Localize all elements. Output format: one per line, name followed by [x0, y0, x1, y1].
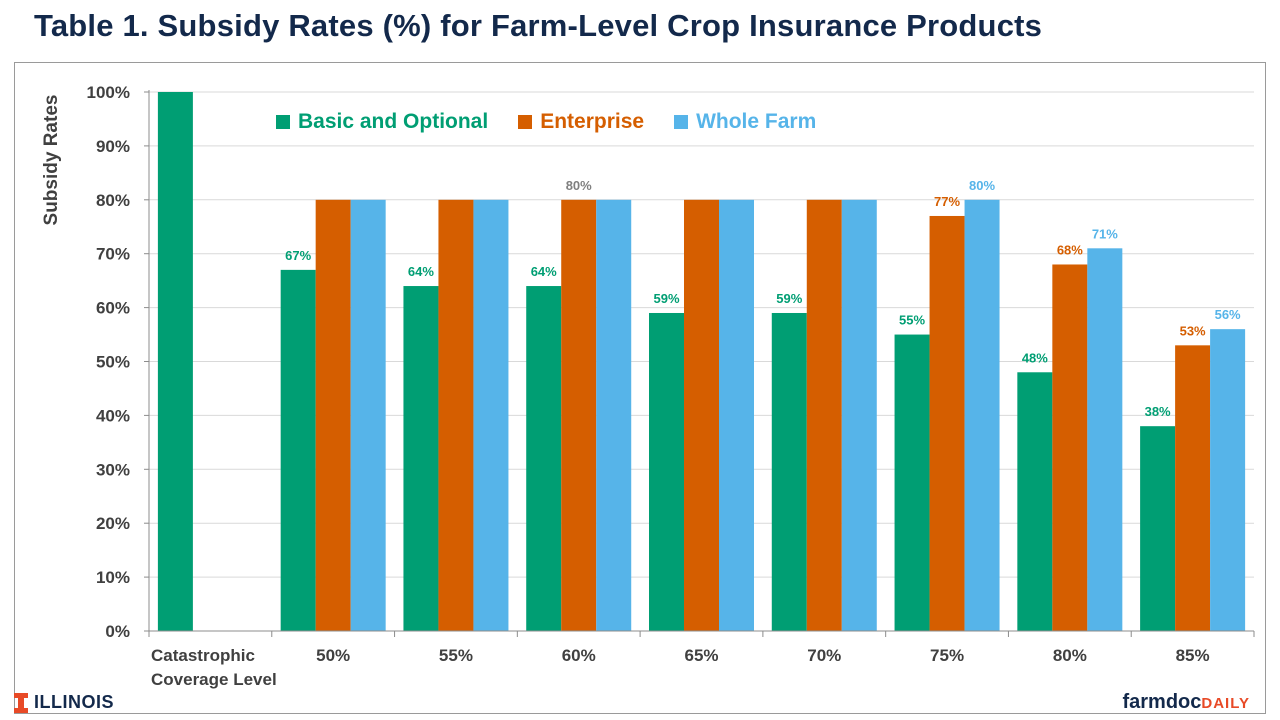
y-tick-label: 20% — [96, 514, 130, 533]
x-tick-label-line: 85% — [1176, 646, 1210, 665]
data-label: 48% — [1022, 350, 1048, 365]
bar — [1052, 264, 1088, 631]
bar — [806, 199, 842, 632]
bar — [1017, 372, 1053, 631]
x-tick-label-line: Catastrophic — [151, 646, 255, 665]
x-tick-label: 50% — [316, 646, 350, 665]
bar — [1087, 248, 1123, 631]
data-label: 67% — [285, 248, 311, 263]
bar — [929, 215, 965, 631]
bar — [596, 199, 632, 632]
x-tick-label: 85% — [1176, 646, 1210, 665]
x-tick-label: 70% — [807, 646, 841, 665]
data-label: 80% — [566, 178, 592, 193]
bar — [684, 199, 719, 632]
bar — [350, 199, 386, 632]
bar — [771, 312, 807, 631]
bar — [1175, 345, 1211, 631]
block-i-icon — [14, 692, 28, 713]
illinois-logo: ILLINOIS — [14, 692, 114, 713]
legend-swatch-enterprise — [518, 115, 533, 129]
data-label: 80% — [969, 178, 995, 193]
y-tick-label: 80% — [96, 191, 130, 210]
y-tick-label: 10% — [96, 568, 130, 587]
data-label: 64% — [408, 264, 434, 279]
bar — [719, 199, 754, 632]
y-tick-label: 30% — [96, 460, 130, 479]
data-label: 56% — [1215, 307, 1241, 322]
y-tick-label: 70% — [96, 245, 130, 264]
legend-label-enterprise: Enterprise — [540, 110, 645, 133]
x-tick-label-line: 75% — [930, 646, 964, 665]
illinois-wordmark: ILLINOIS — [34, 692, 114, 712]
x-tick-label-line: Coverage Level — [151, 670, 277, 689]
bar — [157, 92, 193, 631]
data-label: 38% — [1145, 404, 1171, 419]
y-axis-title: Subsidy Rates — [41, 94, 62, 226]
legend-swatch-basic — [276, 115, 290, 129]
bar — [473, 199, 509, 632]
bar — [561, 199, 597, 632]
x-tick-label: Catastrophic Coverage Level — [151, 646, 277, 689]
bar — [964, 199, 1000, 632]
x-tick-label-line: 55% — [439, 646, 473, 665]
bar — [1210, 329, 1246, 631]
x-tick-label: 65% — [684, 646, 718, 665]
x-tick-label: 75% — [930, 646, 964, 665]
legend-label-whole-farm: Whole Farm — [696, 110, 817, 133]
brand-daily: DAILY — [1201, 695, 1250, 712]
bar — [894, 334, 930, 631]
data-label: 59% — [776, 291, 802, 306]
bar — [280, 269, 316, 631]
x-tick-label-line: 70% — [807, 646, 841, 665]
x-tick-label-line: 60% — [562, 646, 596, 665]
data-label: 71% — [1092, 226, 1118, 241]
data-label: 53% — [1180, 323, 1206, 338]
legend: Basic and Optional Enterprise Whole Farm — [276, 109, 846, 135]
x-tick-label-line: 50% — [316, 646, 350, 665]
y-tick-label: 90% — [96, 137, 130, 156]
data-label: 77% — [934, 194, 960, 209]
bar — [649, 312, 684, 631]
x-tick-label: 55% — [439, 646, 473, 665]
y-tick-label: 60% — [96, 299, 130, 318]
legend-item-enterprise: Enterprise — [518, 110, 644, 134]
y-tick-label: 100% — [87, 83, 130, 102]
data-label: 59% — [653, 291, 679, 306]
y-tick-label: 40% — [96, 406, 130, 425]
farmdoc-daily-logo: farmdocDAILY — [1122, 691, 1250, 714]
legend-swatch-whole-farm — [674, 115, 689, 129]
bar — [438, 199, 474, 632]
bar — [315, 199, 351, 632]
chart-frame — [14, 62, 1266, 714]
y-tick-label: 50% — [96, 353, 130, 372]
y-tick-label: 0% — [105, 622, 130, 641]
bar — [526, 286, 562, 631]
bar — [403, 286, 439, 631]
x-tick-label-line: 65% — [684, 646, 718, 665]
bar — [1140, 426, 1176, 631]
bar — [841, 199, 877, 632]
x-tick-label: 80% — [1053, 646, 1087, 665]
legend-item-basic: Basic and Optional — [276, 110, 488, 134]
chart-title: Table 1. Subsidy Rates (%) for Farm-Leve… — [34, 8, 1043, 43]
legend-item-whole-farm: Whole Farm — [674, 110, 816, 134]
x-tick-label: 60% — [562, 646, 596, 665]
data-label: 55% — [899, 313, 925, 328]
data-label: 64% — [531, 264, 557, 279]
x-tick-label-line: 80% — [1053, 646, 1087, 665]
legend-label-basic: Basic and Optional — [298, 110, 489, 133]
data-label: 68% — [1057, 242, 1083, 257]
brand-farmdoc: farmdoc — [1122, 691, 1202, 713]
